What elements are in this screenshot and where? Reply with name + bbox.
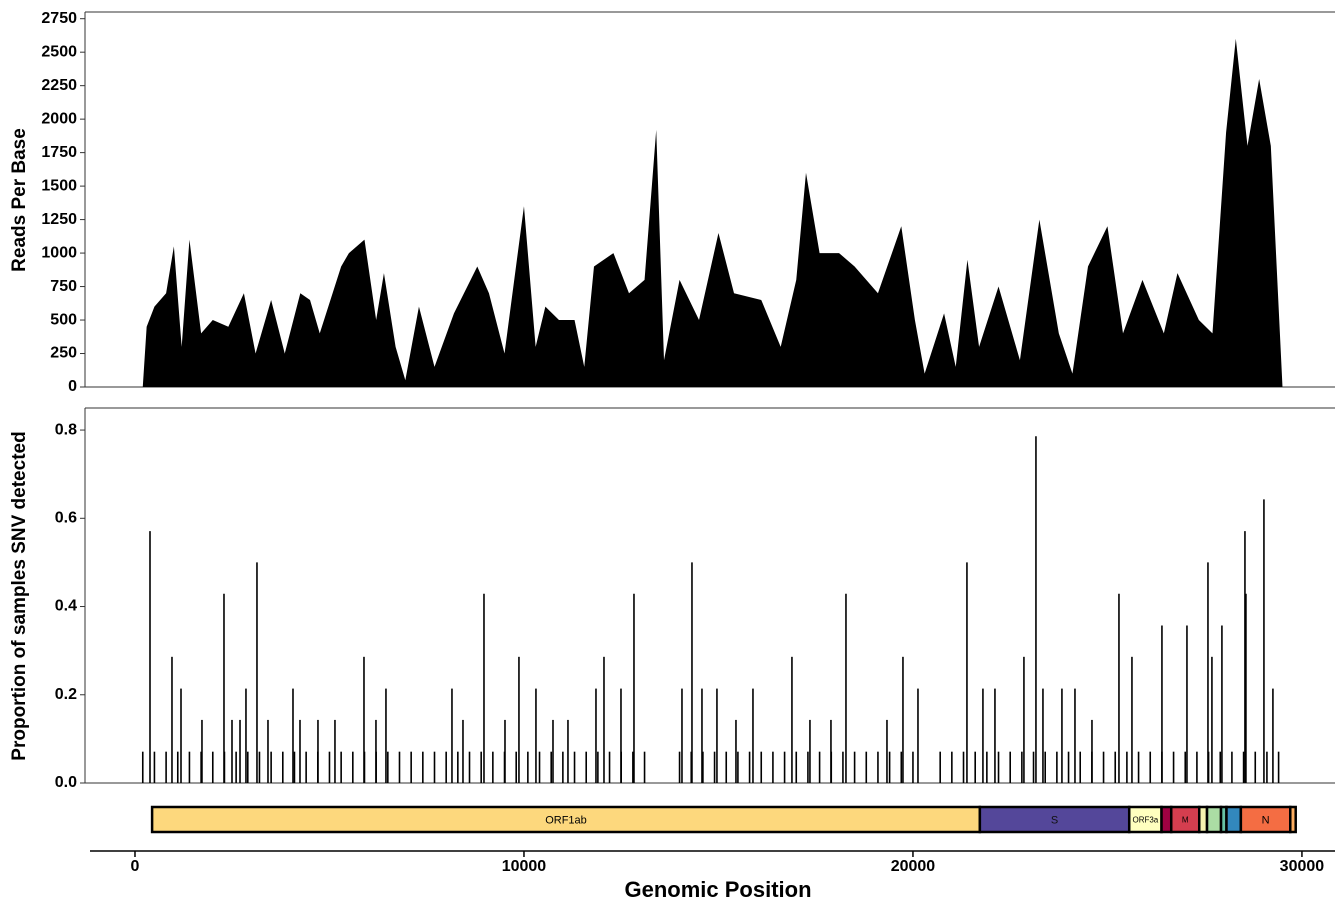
gene-block: [1225, 805, 1243, 834]
y-tick-label: 1250: [41, 211, 77, 228]
y-tick-label: 0.0: [55, 774, 77, 791]
gene-block: [1289, 805, 1297, 834]
coverage-area: [142, 38, 1283, 388]
y-tick-label: 0.8: [55, 421, 77, 438]
gene-label: ORF3a: [1132, 816, 1158, 825]
y-tick-label: 2000: [41, 110, 77, 127]
gene-block: [1160, 805, 1173, 834]
y-tick-label: 1750: [41, 144, 77, 161]
y-tick-label: 0.2: [55, 686, 77, 703]
gene-label: ORF1ab: [545, 814, 587, 826]
y-tick-label: 2750: [41, 10, 77, 27]
gene-label: M: [1182, 816, 1189, 825]
gene-block: [1127, 805, 1163, 834]
y-tick-label: 2500: [41, 43, 77, 60]
gene-label: N: [1262, 814, 1270, 826]
y-tick-label: 500: [50, 311, 77, 328]
y-axis-label: Reads Per Base: [9, 128, 30, 272]
y-tick-label: 750: [50, 278, 77, 295]
y-tick-label: 1500: [41, 177, 77, 194]
gene-block: [1205, 805, 1223, 834]
x-tick-label: 20000: [891, 858, 936, 875]
y-tick-label: 0.6: [55, 510, 77, 527]
y-tick-label: 250: [50, 345, 77, 362]
y-tick-label: 0: [68, 378, 77, 395]
y-tick-label: 0.4: [55, 598, 77, 615]
x-tick-label: 0: [131, 858, 140, 875]
y-tick-label: 1000: [41, 244, 77, 261]
x-tick-label: 10000: [502, 858, 547, 875]
x-tick-label: 30000: [1280, 858, 1325, 875]
gene-block: [978, 805, 1131, 834]
x-axis-label: Genomic Position: [624, 877, 811, 901]
y-tick-label: 2250: [41, 77, 77, 94]
gene-label: S: [1051, 814, 1058, 826]
y-axis-label: Proportion of samples SNV detected: [9, 431, 30, 760]
